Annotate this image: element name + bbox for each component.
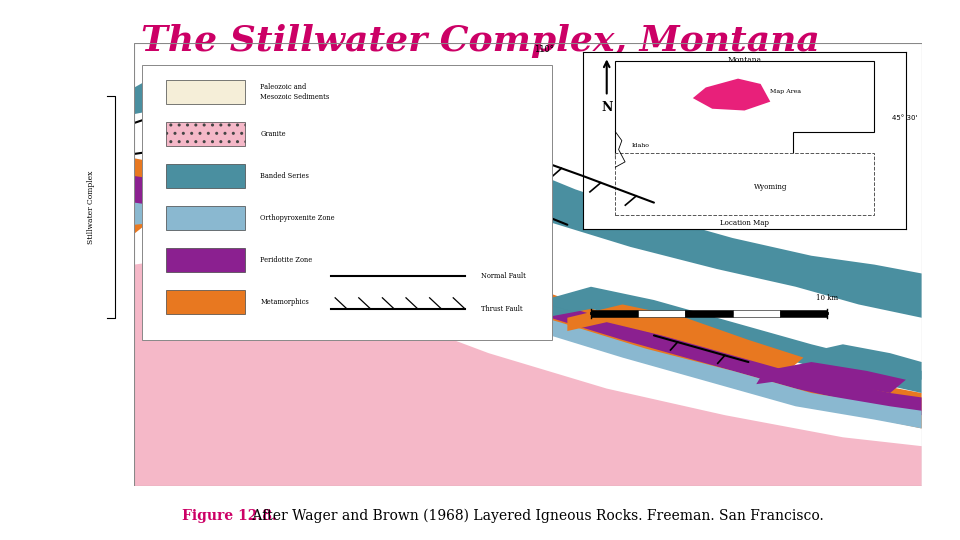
Bar: [591, 310, 638, 317]
Text: Normal Fault: Normal Fault: [481, 272, 526, 280]
Bar: [638, 310, 685, 317]
Text: 0: 0: [588, 294, 593, 302]
Bar: [780, 310, 828, 317]
Polygon shape: [134, 176, 922, 415]
Text: Thrust Fault: Thrust Fault: [481, 305, 522, 313]
Polygon shape: [134, 256, 922, 486]
Bar: [166, 206, 245, 230]
Polygon shape: [134, 65, 922, 318]
Text: The Stillwater Complex, Montana: The Stillwater Complex, Montana: [140, 24, 820, 58]
Text: Peridotite Zone: Peridotite Zone: [260, 256, 313, 264]
Polygon shape: [543, 287, 922, 393]
Bar: [166, 290, 245, 314]
Polygon shape: [134, 158, 922, 428]
Polygon shape: [804, 345, 922, 380]
Text: Granite: Granite: [260, 130, 286, 138]
Text: 10 km: 10 km: [816, 294, 838, 302]
Text: Stillwater Complex: Stillwater Complex: [87, 170, 95, 244]
Text: Orthopyroxenite Zone: Orthopyroxenite Zone: [260, 214, 335, 222]
Bar: [166, 248, 245, 272]
Polygon shape: [134, 202, 922, 428]
Bar: [732, 310, 780, 317]
Text: After Wager and Brown (1968) Layered Igneous Rocks. Freeman. San Francisco.: After Wager and Brown (1968) Layered Ign…: [248, 508, 824, 523]
Bar: [166, 164, 245, 188]
Bar: [166, 122, 245, 146]
Text: Banded Series: Banded Series: [260, 172, 309, 180]
Text: Scale: Scale: [700, 327, 719, 335]
Text: Metamorphics: Metamorphics: [260, 298, 309, 306]
Text: Figure 12.8.: Figure 12.8.: [182, 509, 277, 523]
Text: Paleozoic and
Mesozoic Sediments: Paleozoic and Mesozoic Sediments: [260, 83, 329, 100]
Bar: [166, 80, 245, 104]
Polygon shape: [567, 305, 804, 371]
FancyBboxPatch shape: [142, 65, 552, 340]
Text: 45° 30': 45° 30': [892, 116, 918, 122]
Text: N: N: [601, 101, 612, 114]
Bar: [685, 310, 732, 317]
Text: 110°: 110°: [534, 45, 554, 55]
Polygon shape: [756, 362, 906, 393]
